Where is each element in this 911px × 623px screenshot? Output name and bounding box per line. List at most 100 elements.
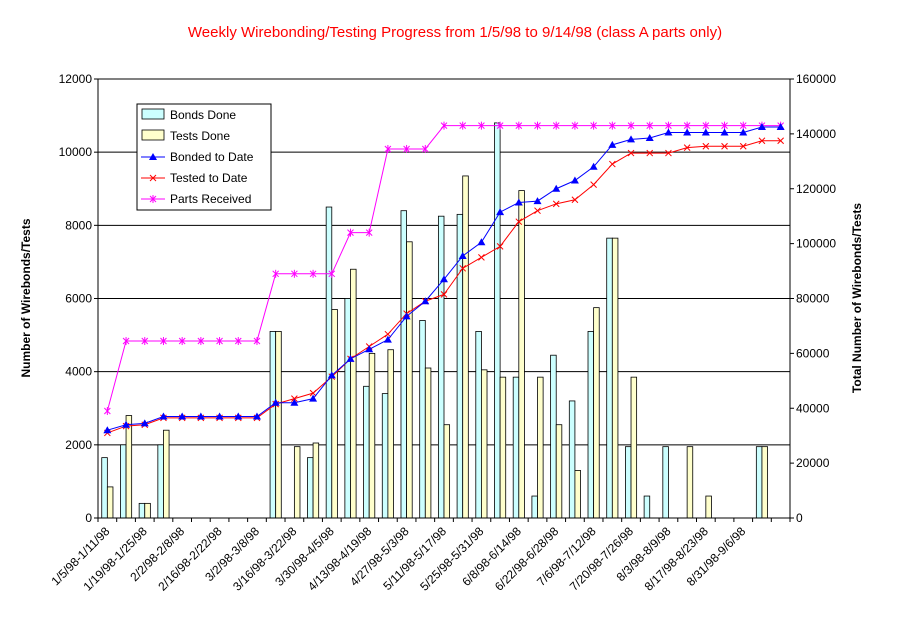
tests-done-bar (518, 190, 525, 519)
y-tick-label: 8000 (65, 218, 92, 232)
lines (103, 121, 785, 437)
bonded-to-date-point (402, 312, 411, 320)
y2-tick-label: 40000 (796, 401, 830, 415)
bonds-done-bar (494, 122, 501, 519)
x-tick-label: 6/22/98-6/28/98 (492, 524, 562, 594)
legend-label-tested-to-date: Tested to Date (170, 171, 248, 185)
parts-received-point (178, 337, 186, 346)
bonds-done-bar (363, 385, 370, 519)
y2-tick-label: 80000 (796, 292, 830, 306)
parts-received-point (347, 228, 354, 237)
bonded-to-date-point (552, 184, 561, 192)
bonds-done-bar (550, 354, 557, 519)
bonds-done-bar (643, 495, 651, 519)
bonds-done-bar (419, 320, 426, 519)
bonded-to-date-point (309, 394, 318, 402)
bonds-done-bar (625, 446, 632, 519)
bonded-to-date-point (271, 398, 280, 406)
tests-done-bar (462, 175, 469, 519)
legend-marker-parts-received (149, 195, 157, 203)
bonded-to-date-point (365, 345, 374, 353)
parts-received-point (665, 121, 672, 130)
bonded-to-date-point (514, 198, 523, 206)
tested-to-date-point (478, 253, 485, 261)
tests-done-bar (630, 376, 638, 519)
bonded-to-date-point (346, 354, 355, 362)
bonded-to-date-point (140, 419, 149, 427)
legend-swatch-bonds-done (141, 108, 165, 120)
y-axis-label: Number of Wirebonds/Tests (19, 218, 33, 377)
legend-label-parts-received: Parts Received (170, 192, 251, 206)
bonds-done-bar (381, 393, 389, 519)
x-tick-label: 8/17/98-8/23/98 (642, 524, 712, 594)
tests-done-bar (499, 376, 507, 519)
bonds-done-bar (157, 444, 164, 519)
tests-done-bar (761, 446, 768, 519)
y-tick-label: 2000 (65, 438, 92, 452)
tested-to-date-point (590, 181, 597, 188)
parts-received-point (384, 144, 392, 153)
bonds-done-bar (662, 446, 669, 519)
bonded-to-date-point (458, 251, 467, 259)
x-tick-label: 3/16/98-3/22/98 (230, 524, 300, 594)
bonded-to-date-point (103, 426, 112, 434)
bonded-to-date-point (252, 412, 261, 420)
parts-received-point (234, 337, 242, 346)
tested-to-date-point (702, 142, 710, 150)
tests-done-bar (163, 429, 170, 519)
legend-label-bonded-to-date: Bonded to Date (170, 150, 254, 164)
y2-tick-label: 60000 (796, 346, 830, 360)
bars (101, 122, 768, 519)
y2-tick-label: 160000 (796, 72, 836, 86)
bonded-to-date-point (234, 412, 243, 420)
tests-done-bar (593, 307, 600, 519)
tested-to-date-point (291, 395, 298, 403)
parts-received-point (571, 121, 579, 130)
tested-to-date-point (571, 196, 579, 204)
y2-tick-label: 20000 (796, 456, 830, 470)
parts-received-point (197, 337, 205, 346)
parts-received-point (253, 337, 261, 346)
bonds-done-bar (307, 457, 314, 519)
y-tick-label: 4000 (65, 365, 92, 379)
tests-done-bar (611, 237, 619, 519)
y2-tick-label: 0 (796, 511, 803, 525)
parts-received-point (440, 121, 448, 130)
bonded-to-date-point (664, 128, 673, 136)
tests-done-bar (125, 415, 133, 519)
tests-done-bar (106, 486, 114, 519)
parts-received-point (309, 269, 317, 278)
parts-received-point (403, 144, 410, 153)
parts-received-point (459, 121, 467, 130)
x-tick-label: 5/25/98-5/31/98 (417, 524, 487, 594)
y2-tick-label: 140000 (796, 127, 836, 141)
bonded-to-date-point (683, 128, 692, 136)
tested-to-date-point (646, 149, 654, 157)
parts-received-point (291, 269, 298, 278)
tested-to-date-point (683, 144, 691, 151)
bonded-to-date-point (122, 420, 131, 428)
bonds-done-bar (138, 502, 146, 519)
bonded-to-date-point (496, 208, 505, 216)
parts-received-point (141, 337, 149, 346)
bonded-to-date-point (627, 135, 636, 143)
bonded-to-date-point (645, 133, 654, 141)
parts-received-point (683, 121, 691, 130)
bonds-done-bar (269, 331, 277, 519)
bonded-to-date-point (720, 128, 729, 136)
tested-to-date-point (665, 149, 672, 157)
tests-done-bar (686, 446, 694, 519)
bonded-to-date-point (589, 162, 598, 170)
tested-to-date-point (459, 264, 467, 272)
tested-to-date-point (309, 389, 317, 397)
tests-done-bar (331, 309, 338, 519)
parts-received-point (421, 144, 429, 153)
tested-to-date-point (608, 160, 616, 168)
tests-done-bar (537, 376, 544, 519)
tested-to-date-point (440, 291, 448, 298)
tests-done-bar (368, 352, 376, 519)
x-tick-label: 2/16/98-2/22/98 (155, 524, 225, 594)
y-tick-label: 0 (85, 511, 92, 525)
parts-received-point (160, 337, 167, 346)
legend-marker-tested-to-date (149, 174, 157, 182)
